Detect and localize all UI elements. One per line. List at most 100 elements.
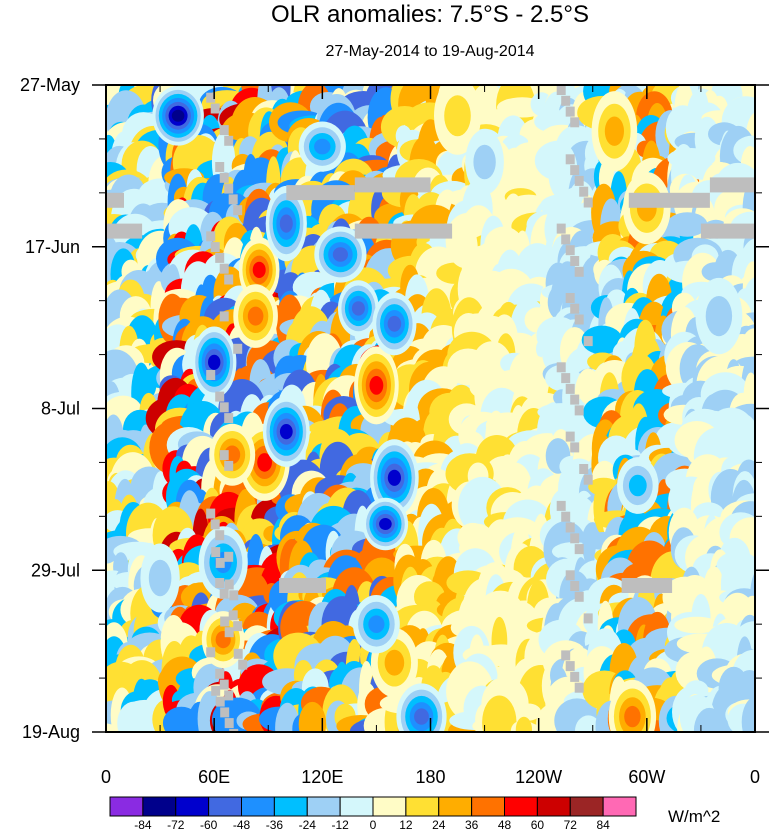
anomaly-feature	[314, 138, 331, 155]
missing-data-cell	[570, 165, 580, 176]
colorbar-label: -24	[299, 818, 317, 832]
missing-data-cell	[220, 616, 230, 627]
missing-data-cell	[229, 590, 239, 601]
colorbar-swatch	[438, 796, 473, 817]
missing-data-cell	[219, 125, 229, 136]
missing-data-cell	[570, 256, 580, 266]
colorbar-swatch	[372, 796, 407, 817]
missing-data-cell	[215, 252, 225, 263]
missing-data-cell	[220, 707, 230, 718]
missing-data-bar	[628, 192, 710, 208]
missing-data-bar	[621, 578, 673, 593]
missing-data-cell	[224, 627, 234, 638]
anomaly-feature	[148, 559, 172, 597]
colorbar-swatch	[306, 796, 341, 817]
colorbar-label: 24	[432, 818, 446, 832]
anomaly-cell	[298, 701, 327, 732]
colorbar-swatch	[142, 796, 177, 817]
missing-data-cell	[210, 103, 220, 114]
missing-data-cell	[565, 431, 575, 442]
missing-data-cell	[219, 450, 229, 461]
colorbar-label: -36	[266, 818, 284, 832]
colorbar-swatch	[569, 796, 604, 817]
anomaly-feature	[171, 109, 185, 122]
anomaly-feature	[604, 116, 625, 146]
colorbar-swatch	[602, 796, 637, 817]
colorbar-label: 84	[596, 818, 610, 832]
colorbar-swatch	[175, 796, 210, 817]
x-axis: 0 60E 120E 180 120W 60W 0	[101, 85, 760, 787]
missing-data-cell	[561, 234, 571, 245]
missing-data-cell	[219, 172, 229, 183]
missing-data-cell	[215, 530, 225, 541]
missing-data-cell	[215, 668, 225, 679]
anomaly-feature	[387, 469, 401, 486]
anomaly-cell	[482, 695, 517, 732]
anomaly-feature	[628, 474, 647, 497]
colorbar-label: -84	[134, 818, 152, 832]
anomaly-feature	[368, 615, 385, 633]
missing-data-cell	[574, 405, 584, 416]
missing-data-cell	[233, 343, 243, 354]
missing-data-cell	[570, 442, 580, 453]
missing-data-cell	[556, 500, 566, 511]
anomaly-feature	[379, 518, 392, 530]
missing-data-cell	[570, 117, 580, 128]
anomaly-cell	[667, 212, 708, 237]
missing-data-cell	[224, 718, 234, 729]
missing-data-cell	[574, 266, 584, 277]
missing-data-cell	[556, 85, 566, 95]
missing-data-cell	[233, 648, 243, 659]
colorbar-swatch	[208, 796, 243, 817]
anomaly-cell	[581, 325, 623, 355]
missing-data-cell	[583, 613, 593, 624]
missing-data-cell	[561, 95, 571, 106]
colorbar-swatch	[536, 796, 571, 817]
y-tick-label: 17-Jun	[25, 237, 80, 257]
colorbar-units: W/m^2	[668, 807, 720, 826]
x-tick-label: 0	[101, 767, 111, 787]
colorbar-swatch	[405, 796, 440, 817]
missing-data-cell	[579, 464, 589, 474]
missing-data-cell	[224, 413, 234, 424]
anomaly-feature	[414, 708, 429, 725]
colorbar-label: 48	[498, 818, 512, 832]
missing-data-cell	[210, 519, 220, 530]
missing-data-cell	[561, 650, 571, 661]
colorbar-swatch	[241, 796, 275, 817]
missing-data-cell	[206, 370, 216, 380]
missing-data-cell	[206, 508, 216, 519]
colorbar-swatch	[339, 796, 374, 817]
missing-data-cell	[570, 533, 580, 544]
anomaly-feature	[279, 424, 293, 440]
missing-data-cell	[556, 223, 566, 234]
chart-title: OLR anomalies: 7.5°S - 2.5°S	[271, 1, 589, 28]
anomaly-bands	[106, 85, 755, 732]
anomaly-cell	[693, 707, 725, 732]
missing-data-cell	[574, 314, 584, 325]
x-tick-label: 120W	[515, 767, 562, 787]
missing-data-cell	[583, 474, 593, 485]
x-tick-label: 120E	[301, 767, 343, 787]
missing-data-cell	[224, 579, 234, 590]
missing-data-cell	[215, 696, 225, 707]
missing-data-cell	[570, 671, 580, 682]
colorbar-label: -72	[167, 818, 185, 832]
y-tick-label: 8-Jul	[41, 399, 80, 419]
missing-data-cell	[224, 274, 234, 285]
missing-data-cell	[238, 659, 248, 670]
x-tick-label: 180	[415, 767, 445, 787]
x-tick-label: 0	[750, 767, 760, 787]
anomaly-feature	[387, 315, 402, 332]
missing-data-cell	[574, 175, 584, 186]
colorbar-label: 60	[531, 818, 545, 832]
anomaly-feature	[705, 296, 733, 337]
missing-data-cell	[219, 311, 229, 322]
missing-data-cell	[565, 661, 575, 672]
missing-data-cell	[224, 135, 234, 146]
missing-data-cell	[224, 551, 234, 562]
missing-data-cell	[565, 522, 575, 533]
plot-area	[106, 85, 755, 732]
missing-data-cell	[210, 242, 220, 253]
y-tick-label: 19-Aug	[22, 722, 80, 742]
